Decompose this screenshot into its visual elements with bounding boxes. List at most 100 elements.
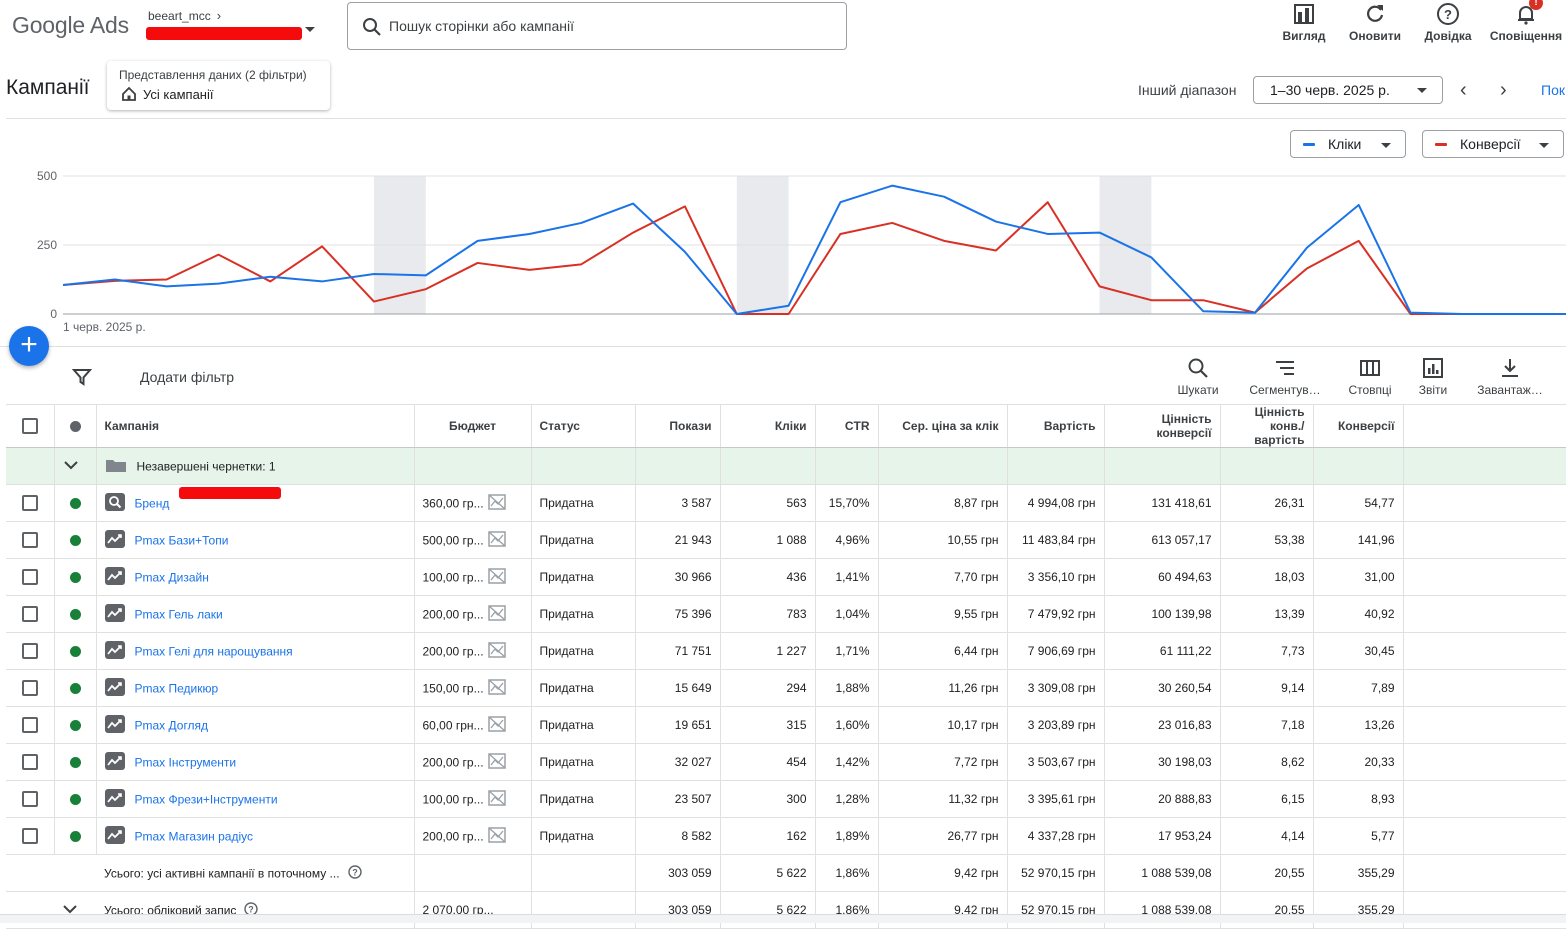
chevron-down-icon[interactable] bbox=[63, 460, 79, 470]
show-link[interactable]: Пок bbox=[1541, 82, 1565, 98]
expand-cell[interactable] bbox=[54, 447, 97, 485]
toolbar-notifications[interactable]: ! Сповіщення bbox=[1488, 0, 1564, 50]
horizontal-scrollbar[interactable] bbox=[0, 914, 1566, 923]
search-box[interactable] bbox=[347, 2, 847, 50]
help-icon[interactable]: ? bbox=[347, 864, 362, 882]
add-filter-button[interactable]: Додати фільтр bbox=[140, 369, 235, 385]
row-checkbox-cell[interactable] bbox=[6, 521, 55, 559]
budget-chart-icon[interactable] bbox=[487, 678, 506, 698]
column-status[interactable]: Статус bbox=[531, 404, 636, 448]
campaign-row[interactable]: Pmax Фрези+Інструменти 100,00 гр... Придат… bbox=[6, 780, 1566, 818]
column-conversions[interactable]: Конверсії bbox=[1313, 404, 1404, 448]
budget-cell[interactable]: 100,00 гр... bbox=[414, 780, 532, 818]
budget-chart-icon[interactable] bbox=[487, 641, 506, 661]
campaign-link[interactable]: Pmax Догляд bbox=[134, 718, 209, 732]
campaign-link[interactable]: Pmax Педикюр bbox=[134, 681, 219, 695]
budget-chart-icon[interactable] bbox=[487, 604, 506, 624]
campaign-row[interactable]: Pmax Магазин радіус 200,00 гр... Придатна 8… bbox=[6, 817, 1566, 855]
budget-cell[interactable]: 200,00 гр... bbox=[414, 595, 532, 633]
row-checkbox-cell[interactable] bbox=[6, 669, 55, 707]
column-ctr[interactable]: CTR bbox=[815, 404, 879, 448]
row-checkbox[interactable] bbox=[21, 606, 38, 622]
toolbar-help[interactable]: ? Довідка bbox=[1420, 0, 1476, 50]
budget-cell[interactable]: 200,00 гр... bbox=[414, 817, 532, 855]
column-cost[interactable]: Вартість bbox=[1007, 404, 1105, 448]
campaign-link[interactable]: Pmax Гелі для нарощування bbox=[134, 644, 293, 658]
budget-cell[interactable]: 360,00 гр... bbox=[414, 484, 532, 522]
campaign-link[interactable]: Pmax Дизайн bbox=[134, 570, 209, 584]
budget-cell[interactable]: 60,00 грн... bbox=[414, 706, 532, 744]
campaign-row[interactable]: Pmax Догляд 60,00 грн... Придатна 19 651 315… bbox=[6, 706, 1566, 744]
column-avg-cpc[interactable]: Сер. ціна за клік bbox=[878, 404, 1008, 448]
metric-clicks-selector[interactable]: Кліки bbox=[1290, 130, 1406, 158]
row-checkbox-cell[interactable] bbox=[6, 632, 55, 670]
campaign-row[interactable]: Pmax Бази+Топи 500,00 гр... Придатна 21 943… bbox=[6, 521, 1566, 559]
search-input[interactable] bbox=[389, 15, 829, 37]
campaign-link[interactable]: Pmax Магазин радіус bbox=[134, 829, 254, 843]
row-checkbox[interactable] bbox=[21, 791, 38, 807]
row-checkbox[interactable] bbox=[21, 680, 38, 696]
row-checkbox-cell[interactable] bbox=[6, 743, 55, 781]
row-checkbox[interactable] bbox=[21, 828, 38, 844]
tool-segment[interactable]: Сегментув… bbox=[1244, 357, 1326, 397]
drafts-row[interactable]: Незавершені чернетки: 1 bbox=[6, 447, 1566, 485]
tool-columns[interactable]: Стовпці bbox=[1342, 357, 1398, 397]
chevron-down-icon[interactable] bbox=[62, 904, 78, 914]
tool-download[interactable]: Завантаж… bbox=[1470, 357, 1550, 397]
tool-reports[interactable]: Звіти bbox=[1412, 357, 1454, 397]
budget-chart-icon[interactable] bbox=[487, 752, 506, 772]
data-view-selector[interactable]: Представлення даних (2 фільтри) Усі камп… bbox=[107, 61, 330, 110]
filter-icon[interactable] bbox=[71, 368, 93, 391]
column-campaign[interactable]: Кампанія bbox=[96, 404, 415, 448]
budget-cell[interactable]: 150,00 гр... bbox=[414, 669, 532, 707]
campaign-row[interactable]: Pmax Дизайн 100,00 гр... Придатна 30 966 436… bbox=[6, 558, 1566, 596]
budget-cell[interactable]: 500,00 гр... bbox=[414, 521, 532, 559]
budget-chart-icon[interactable] bbox=[487, 789, 506, 809]
google-ads-logo[interactable]: Google Ads bbox=[12, 12, 129, 38]
row-checkbox[interactable] bbox=[21, 495, 38, 511]
budget-cell[interactable]: 200,00 гр... bbox=[414, 632, 532, 670]
prev-range-icon[interactable]: ‹ bbox=[1460, 79, 1467, 101]
campaign-link[interactable]: Pmax Гель лаки bbox=[134, 607, 223, 621]
row-checkbox[interactable] bbox=[21, 532, 38, 548]
column-clicks[interactable]: Кліки bbox=[720, 404, 816, 448]
campaign-link[interactable]: Pmax Фрези+Інструменти bbox=[134, 792, 278, 806]
campaign-link[interactable]: Pmax Інструменти bbox=[134, 755, 237, 769]
column-conv-value[interactable]: Цінність конверсії bbox=[1104, 404, 1221, 448]
budget-chart-icon[interactable] bbox=[487, 493, 506, 513]
row-checkbox-cell[interactable] bbox=[6, 780, 55, 818]
campaign-link[interactable]: Бренд bbox=[134, 496, 170, 510]
create-button[interactable]: + bbox=[9, 326, 49, 366]
budget-chart-icon[interactable] bbox=[487, 567, 506, 587]
row-checkbox[interactable] bbox=[21, 754, 38, 770]
column-conv-value-cost[interactable]: Цінність конв./вартість bbox=[1220, 404, 1314, 448]
select-all-checkbox[interactable] bbox=[21, 418, 38, 434]
budget-cell[interactable]: 200,00 гр... bbox=[414, 743, 532, 781]
row-checkbox[interactable] bbox=[21, 569, 38, 585]
toolbar-refresh[interactable]: Оновити bbox=[1344, 0, 1406, 50]
campaign-row[interactable]: Pmax Інструменти 200,00 гр... Придатна 32 0… bbox=[6, 743, 1566, 781]
column-impressions[interactable]: Покази bbox=[635, 404, 721, 448]
select-all-checkbox-cell[interactable] bbox=[6, 404, 55, 448]
row-checkbox-cell[interactable] bbox=[6, 558, 55, 596]
campaign-row[interactable]: Pmax Гель лаки 200,00 гр... Придатна 75 396… bbox=[6, 595, 1566, 633]
budget-chart-icon[interactable] bbox=[487, 530, 506, 550]
campaign-link[interactable]: Pmax Бази+Топи bbox=[134, 533, 229, 547]
row-checkbox-cell[interactable] bbox=[6, 817, 55, 855]
tool-search[interactable]: Шукати bbox=[1172, 357, 1224, 397]
date-range-select[interactable]: 1–30 черв. 2025 р. bbox=[1253, 76, 1443, 104]
account-dropdown-icon[interactable] bbox=[305, 27, 315, 32]
row-checkbox-cell[interactable] bbox=[6, 595, 55, 633]
budget-cell[interactable]: 100,00 гр... bbox=[414, 558, 532, 596]
row-checkbox[interactable] bbox=[21, 717, 38, 733]
budget-chart-icon[interactable] bbox=[487, 826, 506, 846]
budget-chart-icon[interactable] bbox=[487, 715, 506, 735]
next-range-icon[interactable]: › bbox=[1500, 79, 1507, 101]
campaign-row[interactable]: Pmax Педикюр 150,00 гр... Придатна 15 649 29… bbox=[6, 669, 1566, 707]
metric-conversions-selector[interactable]: Конверсії bbox=[1422, 130, 1564, 158]
campaign-row[interactable]: Бренд 360,00 гр... Придатна 3 587 563 15,70% 8… bbox=[6, 484, 1566, 522]
toolbar-appearance[interactable]: Вигляд bbox=[1278, 0, 1330, 50]
campaign-row[interactable]: Pmax Гелі для нарощування 200,00 гр... При… bbox=[6, 632, 1566, 670]
account-selector[interactable]: beeart_mcc › bbox=[148, 8, 221, 23]
row-checkbox[interactable] bbox=[21, 643, 38, 659]
